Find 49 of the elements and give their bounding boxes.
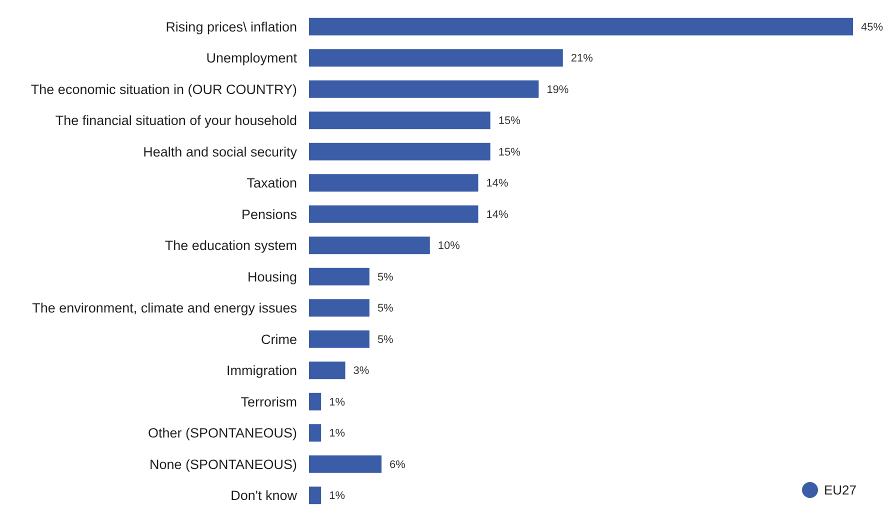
y-tick-label: Pensions — [241, 206, 298, 222]
bar — [309, 142, 490, 160]
y-tick-label: Housing — [247, 269, 297, 284]
legend-label: EU27 — [824, 482, 857, 498]
y-tick-label: None (SPONTANEOUS) — [149, 456, 297, 472]
bar — [309, 18, 853, 36]
y-tick-label: Health and social security — [143, 144, 298, 160]
y-tick-label: Don't know — [230, 488, 298, 504]
bar — [309, 268, 370, 286]
y-tick-label: Unemployment — [206, 50, 298, 66]
y-tick-label: Terrorism — [240, 394, 297, 410]
bar — [309, 174, 478, 192]
data-label: 19% — [546, 84, 569, 96]
data-label: 15% — [498, 146, 521, 158]
bar — [309, 392, 322, 410]
data-label: 21% — [570, 52, 594, 65]
bar — [309, 455, 382, 473]
y-tick-label: Other (SPONTANEOUS) — [148, 426, 297, 441]
bar — [309, 236, 430, 254]
y-tick-label: Crime — [261, 332, 297, 347]
y-tick-label: Rising prices\ inflation — [166, 19, 297, 34]
bar — [309, 330, 370, 348]
bar — [309, 362, 346, 380]
bar — [309, 299, 370, 317]
y-tick-label: The environment, climate and energy issues — [32, 300, 298, 316]
y-tick-label: Immigration — [226, 363, 297, 378]
data-label: 14% — [486, 178, 508, 190]
data-label: 5% — [377, 302, 394, 315]
bar — [309, 112, 490, 130]
bar — [309, 424, 322, 442]
data-label: 15% — [498, 115, 521, 128]
y-tick-label: The education system — [164, 238, 297, 254]
y-tick-label: The financial situation of your household — [55, 113, 297, 128]
data-label: 6% — [390, 458, 406, 471]
data-label: 10% — [438, 240, 460, 252]
data-label: 1% — [329, 428, 346, 440]
data-label: 5% — [377, 271, 394, 284]
bar — [309, 205, 478, 223]
bar — [309, 80, 539, 98]
data-label: 3% — [353, 365, 370, 378]
data-label: 45% — [861, 21, 884, 34]
data-label: 1% — [329, 396, 346, 408]
y-tick-label: The economic situation in (OUR COUNTRY) — [30, 82, 297, 97]
data-label: 14% — [486, 208, 508, 221]
bar — [309, 49, 563, 67]
data-label: 5% — [377, 334, 394, 346]
data-label: 1% — [329, 490, 346, 502]
y-tick-label: Taxation — [246, 176, 297, 191]
bar — [309, 486, 322, 504]
